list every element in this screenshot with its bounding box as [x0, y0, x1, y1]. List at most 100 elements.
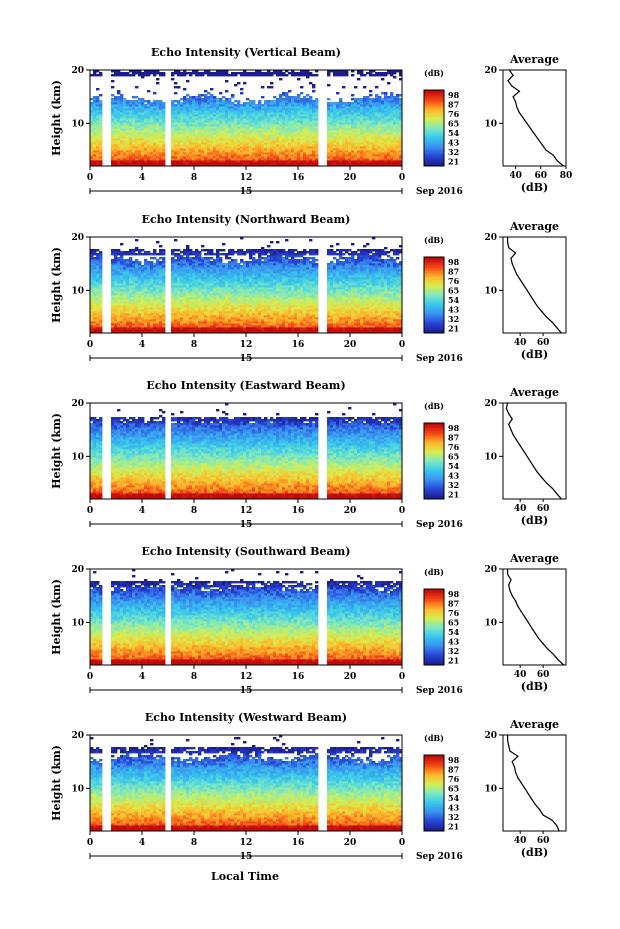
heatmap-cell — [333, 148, 337, 151]
heatmap-cell — [132, 261, 136, 264]
heatmap-cell — [150, 112, 154, 115]
heatmap-cell — [273, 148, 277, 151]
heatmap-cell — [132, 251, 136, 254]
heatmap-cell — [216, 122, 220, 125]
heatmap-cell — [111, 138, 115, 141]
heatmap-cell — [123, 279, 127, 282]
heatmap-cell — [351, 146, 355, 149]
heatmap-cell — [93, 106, 97, 109]
heatmap-cell — [183, 72, 187, 75]
heatmap-cell — [117, 158, 121, 161]
heatmap-cell — [390, 96, 394, 99]
heatmap-cell — [213, 124, 217, 127]
heatmap-cell — [273, 158, 277, 161]
heatmap-cell — [360, 100, 364, 103]
heatmap-cell — [177, 136, 181, 139]
heatmap-cell — [150, 329, 154, 332]
heatmap-cell — [123, 253, 127, 256]
heatmap-cell — [300, 110, 304, 113]
heatmap-cell — [201, 94, 205, 97]
heatmap-cell — [144, 122, 148, 125]
heatmap-cell — [276, 130, 280, 133]
heatmap-cell — [162, 106, 166, 109]
heatmap-cell — [141, 317, 145, 320]
heatmap-cell — [261, 106, 265, 109]
heatmap-cell — [333, 118, 337, 121]
heatmap-cell — [333, 142, 337, 145]
heatmap-cell — [204, 108, 208, 111]
heatmap-cell — [159, 257, 163, 260]
heatmap-cell — [279, 152, 283, 155]
heatmap-cell — [114, 134, 118, 137]
heatmap-cell — [111, 309, 115, 312]
heatmap-cell — [96, 275, 100, 278]
heatmap-cell — [162, 297, 166, 300]
heatmap-cell — [99, 283, 103, 286]
heatmap-cell — [177, 289, 181, 292]
heatmap-cell — [285, 92, 289, 95]
heatmap-cell — [111, 329, 115, 332]
heatmap-cell — [327, 70, 331, 73]
heatmap-cell — [345, 124, 349, 127]
heatmap-cell — [135, 72, 139, 75]
heatmap-cell — [330, 152, 334, 155]
heatmap-cell — [264, 126, 268, 129]
heatmap-cell — [234, 126, 238, 129]
heatmap-cell — [234, 110, 238, 113]
heatmap-cell — [339, 162, 343, 165]
heatmap-cell — [315, 154, 319, 157]
heatmap-cell — [225, 150, 229, 153]
heatmap-cell — [111, 118, 115, 121]
heatmap-cell — [372, 98, 376, 101]
heatmap-cell — [336, 138, 340, 141]
heatmap-cell — [174, 291, 178, 294]
heatmap-cell — [243, 108, 247, 111]
heatmap-cell — [156, 319, 160, 322]
heatmap-cell — [132, 154, 136, 157]
heatmap-cell — [144, 134, 148, 137]
heatmap-cell — [153, 329, 157, 332]
heatmap-cell — [225, 132, 229, 135]
average-profile-point — [508, 69, 510, 71]
heatmap-cell — [234, 144, 238, 147]
heatmap-cell — [153, 325, 157, 328]
heatmap-cell — [276, 154, 280, 157]
heatmap-cell — [252, 110, 256, 113]
heatmap-cell — [138, 321, 142, 324]
heatmap-cell — [225, 72, 229, 75]
heatmap-cell — [300, 106, 304, 109]
heatmap-cell — [222, 110, 226, 113]
heatmap-cell — [351, 130, 355, 133]
heatmap-cell — [399, 154, 403, 157]
heatmap-cell — [303, 150, 307, 153]
heatmap-cell — [309, 146, 313, 149]
heatmap-cell — [345, 146, 349, 149]
heatmap-cell — [99, 134, 103, 137]
heatmap-cell — [327, 154, 331, 157]
heatmap-cell — [396, 158, 400, 161]
heatmap-cell — [126, 321, 130, 324]
heatmap-cell — [174, 112, 178, 115]
heatmap-cell — [138, 331, 142, 334]
heatmap-cell — [264, 136, 268, 139]
heatmap-cell — [279, 128, 283, 131]
heatmap-cell — [312, 142, 316, 145]
heatmap-cell — [348, 148, 352, 151]
heatmap-cell — [138, 295, 142, 298]
heatmap-cell — [327, 104, 331, 107]
heatmap-cell — [126, 124, 130, 127]
heatmap-cell — [126, 120, 130, 123]
heatmap-cell — [264, 112, 268, 115]
heatmap-cell — [252, 122, 256, 125]
heatmap-cell — [132, 303, 136, 306]
heatmap-cell — [210, 154, 214, 157]
heatmap-cell — [294, 160, 298, 163]
heatmap-cell — [129, 142, 133, 145]
heatmap-cell — [144, 327, 148, 330]
heatmap-cell — [207, 104, 211, 107]
heatmap-cell — [120, 134, 124, 137]
heatmap-cell — [147, 140, 151, 143]
heatmap-cell — [363, 136, 367, 139]
heatmap-cell — [123, 269, 127, 272]
heatmap-cell — [174, 130, 178, 133]
